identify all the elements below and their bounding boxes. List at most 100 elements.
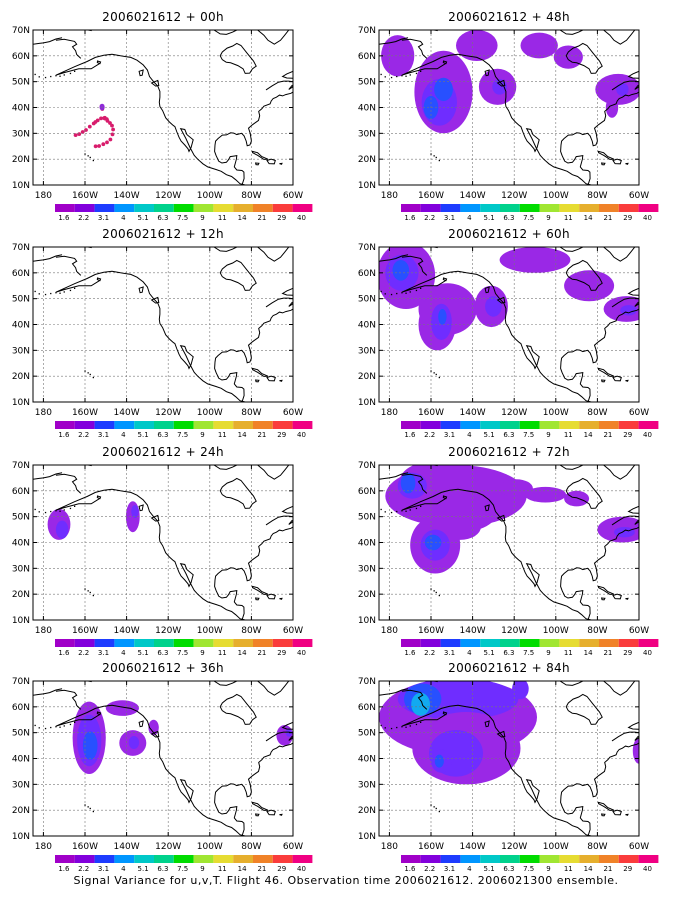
observation-point [80,130,85,134]
latitude-label: 40N [358,755,376,765]
longitude-label: 180 [35,842,52,852]
colorbar-label: 11 [564,214,573,222]
observation-point [105,140,109,145]
colorbar-label: 29 [277,649,286,657]
variance-shading [564,490,590,507]
island [84,153,86,155]
longitude-label: 80W [241,408,261,418]
coastline [55,255,82,276]
coastline [401,704,592,836]
colorbar-swatch [134,421,154,429]
colorbar-label: 6.3 [503,214,514,222]
colorbar-swatch [559,855,580,863]
island [442,495,448,500]
island [138,69,144,77]
colorbar-swatch [173,421,194,429]
colorbar-label: 1.6 [404,865,416,873]
island [496,514,506,522]
island [87,372,89,374]
colorbar-label: 11 [218,865,227,873]
coastline [565,42,603,74]
island [55,75,57,77]
variance-shading [492,79,507,95]
map-panel: 2006021612 + 00h 180 160W 140W 120W 100W 80W 60… [12,10,313,222]
longitude-label: 180 [381,626,398,636]
island [96,277,102,282]
latitude-label: 60N [358,52,376,62]
latitude-label: 10N [358,616,376,626]
colorbar-swatch [292,855,313,863]
colorbar-swatch [173,639,194,647]
colorbar-label: 9 [546,865,550,873]
latitude-label: 40N [358,104,376,114]
island [612,158,622,165]
observation-point [73,133,78,137]
colorbar-swatch [500,855,520,863]
longitude-label: 120W [501,842,527,852]
latitude-label: 10N [12,181,30,191]
latitude-label: 30N [12,564,30,574]
colorbar-swatch [599,421,619,429]
island [279,379,283,382]
island [415,289,418,292]
colorbar-label: 1.6 [404,214,416,222]
panel-title: 2006021612 + 84h [448,661,570,675]
colorbar-swatch [272,421,293,429]
latitude-label: 50N [358,78,376,88]
variance-shading [285,728,292,737]
island [44,293,47,296]
island [597,585,615,595]
colorbar-swatch [638,204,659,212]
coastline [214,742,293,836]
colorbar-swatch [114,421,135,429]
island [69,507,72,510]
island [254,597,260,601]
colorbar-label: 21 [603,865,612,873]
island [84,370,86,372]
latitude-label: 20N [12,590,30,600]
variance-shading [105,700,139,716]
latitude-label: 60N [12,703,30,713]
colorbar-swatch [460,421,481,429]
longitude-label: 80W [587,842,607,852]
coastline [213,30,238,35]
island [625,162,629,165]
longitude-label: 60W [629,626,649,636]
island [597,150,615,160]
colorbar-label: 4 [467,865,472,873]
colorbar-label: 1.6 [58,865,70,873]
colorbar-swatch [401,855,421,863]
island [55,510,57,512]
latitude-label: 60N [358,703,376,713]
longitude-label: 100W [197,191,223,201]
observation-point [99,103,105,111]
colorbar-label: 14 [584,431,593,439]
island [279,162,283,165]
island [390,76,393,79]
latitude-label: 60N [12,487,30,497]
colorbar-label: 29 [623,214,632,222]
colorbar-label: 4 [121,214,126,222]
longitude-label: 180 [35,408,52,418]
latitude-label: 50N [358,729,376,739]
colorbar-swatch [154,639,174,647]
latitude-label: 20N [12,806,30,816]
colorbar-swatch [579,421,599,429]
longitude-label: 140W [460,842,486,852]
latitude-label: 40N [12,539,30,549]
colorbar-label: 1.6 [58,649,70,657]
longitude-label: 160W [72,842,98,852]
colorbar-label: 5.1 [138,214,149,222]
colorbar-label: 4 [467,214,472,222]
latitude-label: 30N [358,564,376,574]
island [442,277,448,282]
coastline [33,472,63,480]
colorbar-swatch [193,855,214,863]
coastline [627,70,639,79]
island [251,585,269,595]
longitude-label: 80W [241,191,261,201]
longitude-label: 80W [241,842,261,852]
colorbar-swatch [154,855,174,863]
island [380,73,382,76]
colorbar-label: 7.5 [523,865,534,873]
